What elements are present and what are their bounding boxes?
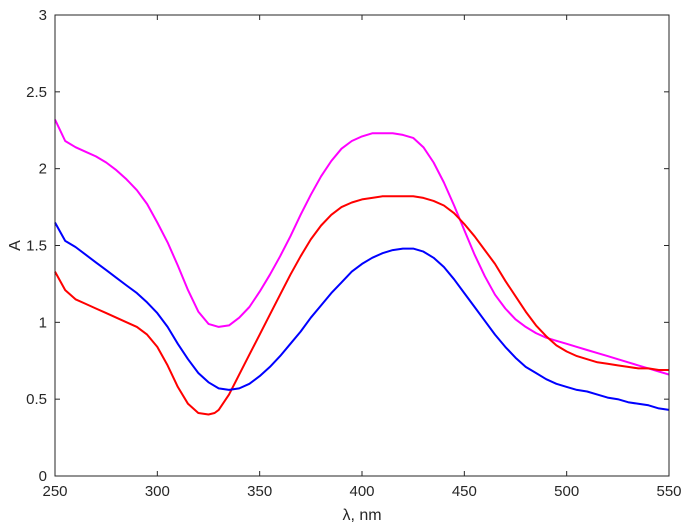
series-line-blue [54,222,670,411]
y-tick-label: 2.5 [26,84,47,101]
x-tick-label: 250 [42,483,67,500]
x-tick-label: 400 [349,483,374,500]
y-tick-label: 2 [39,161,47,178]
series-line-red [54,195,669,416]
plot-frame [54,14,670,477]
y-tick-label: 0.5 [26,391,47,408]
y-tick-label: 1.5 [26,238,47,255]
x-tick-label: 500 [554,483,579,500]
y-tick-label: 1 [39,314,47,331]
x-axis-label: λ, nm [342,507,381,524]
y-axis-label: A [7,240,24,251]
series-layer [54,119,670,416]
x-axis: 250 300 350 400 450 500 550 [42,15,682,500]
x-tick-label: 300 [145,483,170,500]
x-tick-label: 450 [452,483,477,500]
y-tick-label: 0 [39,468,47,485]
y-tick-label: 3 [39,7,47,24]
x-tick-label: 550 [656,483,681,500]
y-axis: 0 0.5 1 1.5 2 2.5 3 [26,7,669,485]
series-line-magenta [54,119,670,376]
x-tick-label: 350 [247,483,272,500]
